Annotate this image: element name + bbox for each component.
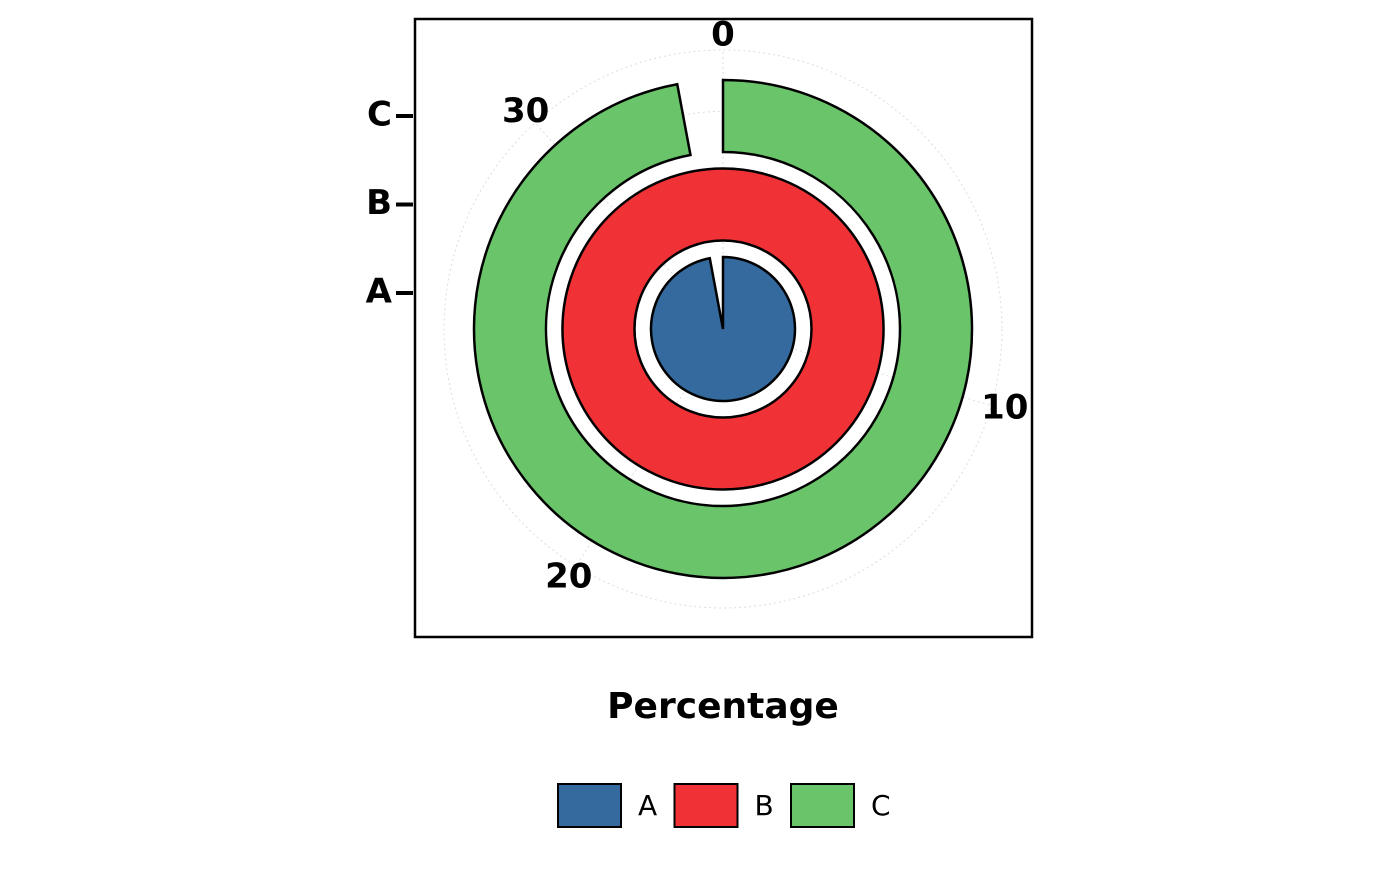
x-axis-title: Percentage — [607, 686, 839, 727]
y-tick-label: A — [366, 272, 393, 312]
radial-bar — [561, 167, 885, 491]
y-tick-label: B — [366, 183, 392, 223]
legend-key — [790, 783, 855, 828]
legend-label: B — [755, 789, 774, 822]
radial-bar — [472, 78, 974, 580]
legend-label: C — [871, 789, 891, 822]
legend-key — [673, 783, 739, 828]
x-tick-label: 20 — [545, 557, 592, 597]
grid-circle — [443, 49, 1003, 609]
legend-label: A — [638, 789, 657, 822]
x-tick-label: 30 — [502, 91, 549, 131]
x-tick-label: 0 — [711, 15, 735, 55]
y-tick-label: C — [367, 95, 392, 135]
radial-bar — [649, 255, 797, 403]
x-tick-label: 10 — [981, 388, 1028, 428]
legend-key — [557, 783, 622, 828]
